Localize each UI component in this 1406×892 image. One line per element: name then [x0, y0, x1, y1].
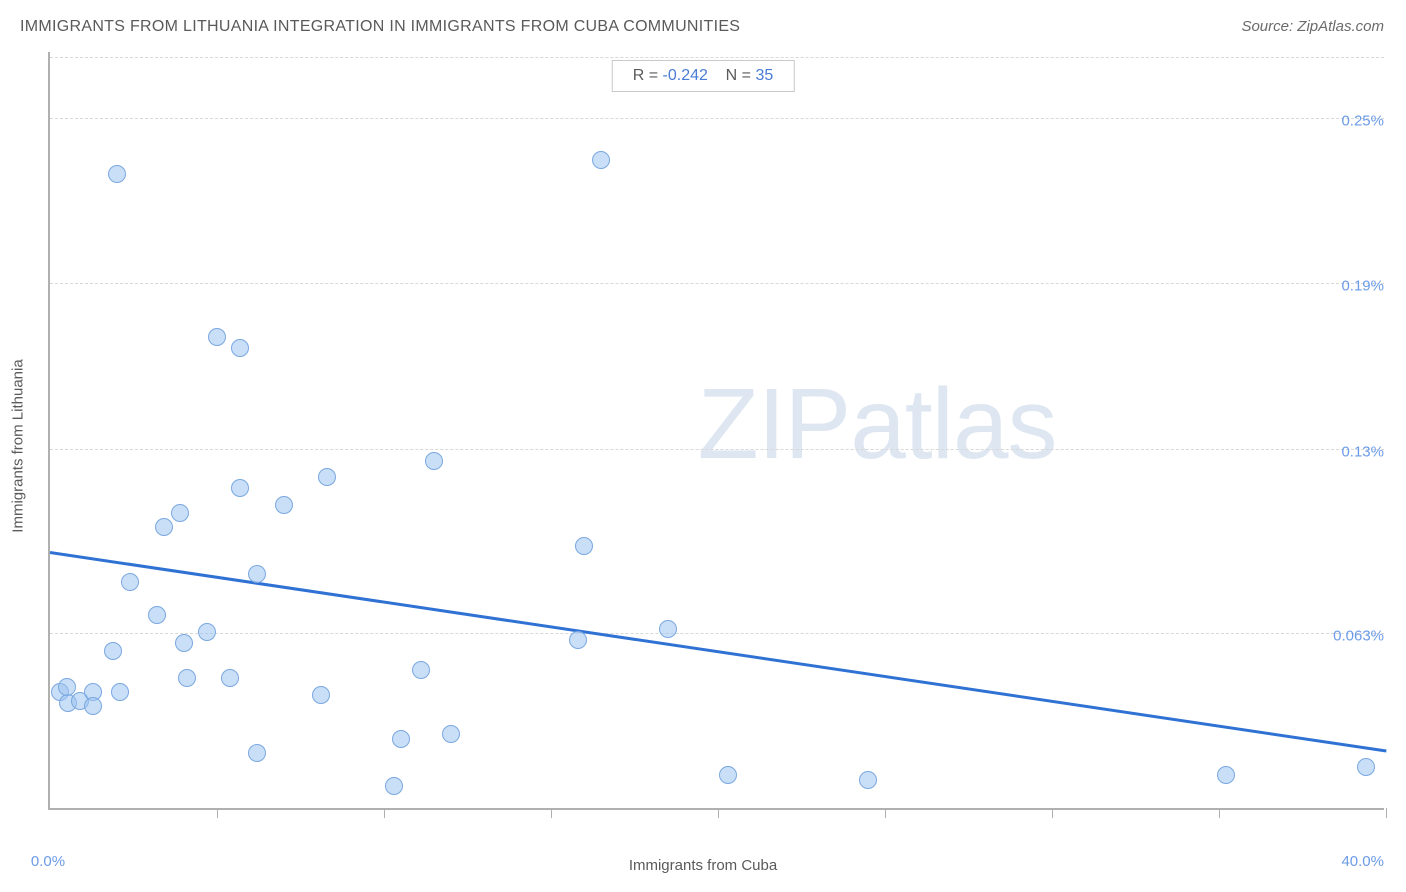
r-value: -0.242: [663, 67, 708, 84]
watermark: ZIPatlas: [698, 367, 1057, 482]
x-tick: [1219, 808, 1220, 818]
data-point: [148, 606, 166, 624]
n-value: 35: [755, 67, 773, 84]
x-tick: [1386, 808, 1387, 818]
data-point: [171, 504, 189, 522]
r-label: R =: [633, 67, 658, 84]
data-point: [221, 669, 239, 687]
x-tick: [885, 808, 886, 818]
data-point: [175, 634, 193, 652]
data-point: [392, 730, 410, 748]
x-tick: [217, 808, 218, 818]
watermark-light: atlas: [850, 368, 1056, 480]
gridline: [50, 633, 1384, 634]
x-tick: [384, 808, 385, 818]
y-axis-label: Immigrants from Lithuania: [10, 359, 27, 532]
gridline: [50, 283, 1384, 284]
x-axis-label: Immigrants from Cuba: [629, 857, 777, 874]
n-label: N =: [726, 67, 751, 84]
data-point: [198, 623, 216, 641]
data-point: [121, 573, 139, 591]
y-tick-label: 0.19%: [1341, 278, 1384, 295]
gridline: [50, 57, 1384, 58]
watermark-bold: ZIP: [698, 368, 851, 480]
gridline: [50, 118, 1384, 119]
x-axis-min-label: 0.0%: [31, 853, 65, 870]
data-point: [569, 631, 587, 649]
x-axis-max-label: 40.0%: [1341, 853, 1384, 870]
data-point: [592, 151, 610, 169]
plot-area: ZIPatlas: [48, 52, 1384, 810]
data-point: [248, 744, 266, 762]
chart-title: IMMIGRANTS FROM LITHUANIA INTEGRATION IN…: [20, 18, 740, 36]
data-point: [111, 683, 129, 701]
data-point: [719, 766, 737, 784]
data-point: [385, 777, 403, 795]
gridline: [50, 449, 1384, 450]
data-point: [1357, 758, 1375, 776]
x-tick: [551, 808, 552, 818]
y-tick-label: 0.13%: [1341, 443, 1384, 460]
data-point: [575, 537, 593, 555]
data-point: [155, 518, 173, 536]
data-point: [231, 339, 249, 357]
data-point: [104, 642, 122, 660]
y-tick-label: 0.25%: [1341, 112, 1384, 129]
data-point: [318, 468, 336, 486]
data-point: [442, 725, 460, 743]
trend-line: [50, 551, 1386, 752]
source-attribution: Source: ZipAtlas.com: [1241, 18, 1384, 35]
x-tick: [718, 808, 719, 818]
data-point: [178, 669, 196, 687]
data-point: [208, 328, 226, 346]
data-point: [1217, 766, 1235, 784]
data-point: [248, 565, 266, 583]
data-point: [108, 165, 126, 183]
data-point: [275, 496, 293, 514]
data-point: [84, 697, 102, 715]
data-point: [412, 661, 430, 679]
data-point: [859, 771, 877, 789]
data-point: [231, 479, 249, 497]
data-point: [312, 686, 330, 704]
data-point: [425, 452, 443, 470]
y-tick-label: 0.063%: [1333, 628, 1384, 645]
stats-box: R = -0.242 N = 35: [612, 60, 795, 92]
data-point: [659, 620, 677, 638]
x-tick: [1052, 808, 1053, 818]
